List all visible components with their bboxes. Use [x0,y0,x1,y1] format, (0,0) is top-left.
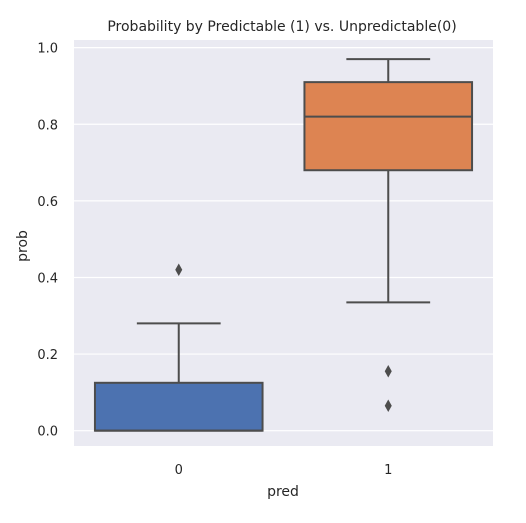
box-0 [93,381,264,432]
chart-title: Probability by Predictable (1) vs. Unpre… [107,19,456,35]
y-tick-label: 0.4 [37,271,58,286]
x-tick-label: 0 [175,463,183,478]
x-tick-label: 1 [384,463,392,478]
outlier-point [384,399,392,413]
y-tick-label: 0.8 [37,118,58,133]
y-tick-label: 0.0 [37,425,58,440]
y-axis-label: prob [15,230,31,262]
y-tick-label: 0.2 [37,348,58,363]
x-axis-label: pred [267,484,299,500]
y-tick-labels: 0.0 0.2 0.4 0.6 0.8 1.0 [37,42,58,440]
outlier-point [175,263,183,277]
box-1 [303,81,474,172]
outlier-point [384,365,392,378]
y-tick-label: 1.0 [37,42,58,57]
y-tick-label: 0.6 [37,195,58,210]
boxes [93,58,474,432]
